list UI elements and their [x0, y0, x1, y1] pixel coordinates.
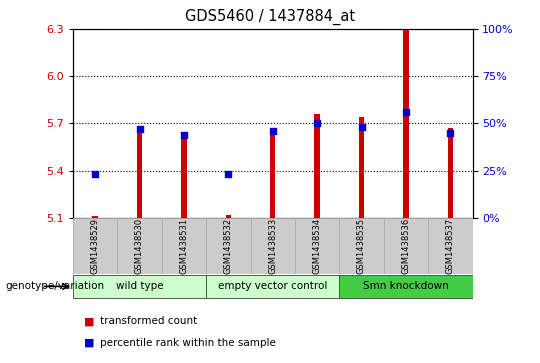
Text: wild type: wild type — [116, 281, 163, 291]
Bar — [73, 275, 206, 298]
Point — [268, 128, 277, 134]
Point — [91, 171, 99, 177]
Point — [224, 171, 233, 177]
Text: ■: ■ — [84, 338, 94, 348]
Bar — [137, 128, 142, 218]
Bar — [448, 128, 453, 218]
Bar — [92, 216, 98, 218]
Bar — [295, 218, 339, 274]
Text: empty vector control: empty vector control — [218, 281, 327, 291]
Bar — [359, 117, 364, 218]
Point — [135, 126, 144, 132]
Text: GSM1438529: GSM1438529 — [91, 218, 99, 274]
Bar — [161, 218, 206, 274]
Bar — [428, 218, 472, 274]
Text: GSM1438537: GSM1438537 — [446, 218, 455, 274]
Text: Smn knockdown: Smn knockdown — [363, 281, 449, 291]
Bar — [206, 218, 251, 274]
Bar — [314, 114, 320, 218]
Point — [402, 109, 410, 115]
Bar — [403, 29, 409, 218]
Bar — [117, 218, 161, 274]
Bar — [251, 218, 295, 274]
Text: GSM1438536: GSM1438536 — [401, 218, 410, 274]
Text: GSM1438534: GSM1438534 — [313, 218, 322, 274]
Bar — [206, 275, 339, 298]
Bar — [181, 134, 186, 218]
Point — [357, 124, 366, 130]
Bar — [226, 215, 231, 218]
Text: GSM1438535: GSM1438535 — [357, 218, 366, 274]
Bar — [270, 128, 275, 218]
Text: ■: ■ — [84, 316, 94, 326]
Point — [446, 130, 455, 136]
Text: GSM1438533: GSM1438533 — [268, 218, 277, 274]
Text: GSM1438530: GSM1438530 — [135, 218, 144, 274]
Text: percentile rank within the sample: percentile rank within the sample — [100, 338, 276, 348]
Text: genotype/variation: genotype/variation — [5, 281, 105, 291]
Bar — [339, 218, 384, 274]
Text: GSM1438532: GSM1438532 — [224, 218, 233, 274]
Bar — [339, 275, 472, 298]
Point — [313, 121, 321, 126]
Text: GDS5460 / 1437884_at: GDS5460 / 1437884_at — [185, 9, 355, 25]
Bar — [384, 218, 428, 274]
Text: transformed count: transformed count — [100, 316, 197, 326]
Point — [180, 132, 188, 138]
Text: GSM1438531: GSM1438531 — [179, 218, 188, 274]
Bar — [73, 218, 117, 274]
